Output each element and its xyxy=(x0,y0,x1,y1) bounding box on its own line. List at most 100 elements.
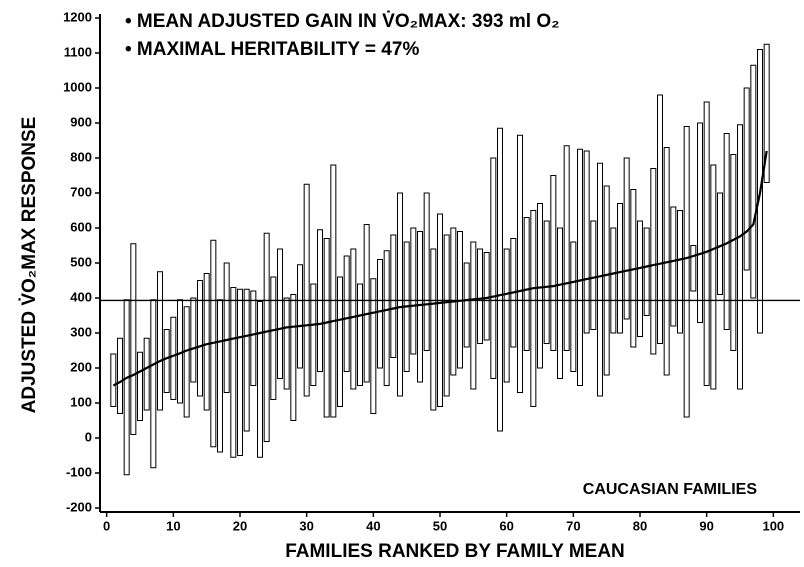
range-box xyxy=(470,241,477,390)
range-box xyxy=(277,248,283,379)
range-box xyxy=(463,262,470,348)
annotation: CAUCASIAN FAMILIES xyxy=(583,481,758,498)
range-box xyxy=(570,241,577,372)
range-box xyxy=(557,227,563,379)
range-box xyxy=(203,273,210,411)
range-box xyxy=(637,220,643,337)
range-box xyxy=(217,299,223,453)
range-box xyxy=(597,162,603,397)
range-box xyxy=(697,122,703,323)
range-box xyxy=(390,234,397,358)
range-box xyxy=(483,252,490,341)
range-box xyxy=(717,192,723,295)
range-box xyxy=(263,232,270,442)
x-tick-label: 30 xyxy=(299,518,313,533)
x-tick-label: 80 xyxy=(633,518,647,533)
range-box xyxy=(710,164,717,390)
range-box xyxy=(197,280,203,397)
range-box xyxy=(643,227,650,316)
range-box xyxy=(423,192,430,351)
range-box xyxy=(530,210,537,407)
x-tick-label: 0 xyxy=(103,518,110,533)
y-tick-label: 1100 xyxy=(64,44,92,59)
range-box xyxy=(357,283,363,386)
y-tick-label: 300 xyxy=(70,324,92,339)
x-tick-label: 40 xyxy=(366,518,380,533)
y-tick-label: -100 xyxy=(66,464,92,479)
y-tick-label: -200 xyxy=(66,499,92,514)
range-box xyxy=(677,210,683,334)
range-box xyxy=(163,329,170,393)
range-box xyxy=(190,297,197,383)
range-box xyxy=(270,276,277,400)
range-box xyxy=(670,206,677,327)
range-box xyxy=(303,183,310,397)
range-box xyxy=(117,337,123,414)
range-box xyxy=(410,227,417,355)
range-box xyxy=(737,124,743,390)
x-tick-label: 20 xyxy=(233,518,247,533)
range-box xyxy=(577,148,583,386)
range-box xyxy=(237,288,243,456)
range-box xyxy=(250,290,257,386)
range-box xyxy=(257,301,263,458)
range-box xyxy=(517,134,523,393)
y-tick-label: 200 xyxy=(70,359,92,374)
range-box xyxy=(523,217,530,351)
range-box xyxy=(290,294,297,421)
y-axis-label: ADJUSTED V̇O₂MAX RESPONSE xyxy=(18,117,40,414)
range-box xyxy=(730,154,737,351)
x-axis-label: FAMILIES RANKED BY FAMILY MEAN xyxy=(285,541,625,562)
range-box xyxy=(723,133,730,330)
range-box xyxy=(437,213,443,407)
range-box xyxy=(137,351,143,421)
range-box xyxy=(397,192,403,397)
range-box xyxy=(490,157,497,379)
x-tick-label: 100 xyxy=(762,518,784,533)
range-box xyxy=(283,297,290,390)
range-box xyxy=(563,145,570,351)
range-box xyxy=(743,87,750,271)
range-box xyxy=(223,262,230,393)
range-box xyxy=(377,259,383,369)
range-box xyxy=(363,224,370,383)
range-box xyxy=(590,220,597,330)
range-box xyxy=(550,175,557,351)
range-box xyxy=(297,264,303,369)
range-box xyxy=(477,248,483,344)
y-tick-label: 600 xyxy=(70,219,92,234)
range-box xyxy=(537,203,543,369)
x-tick-label: 50 xyxy=(433,518,447,533)
y-tick-label: 400 xyxy=(70,289,92,304)
x-tick-label: 60 xyxy=(499,518,513,533)
x-tick-label: 90 xyxy=(699,518,713,533)
range-box xyxy=(243,288,250,432)
y-tick-label: 700 xyxy=(70,184,92,199)
range-box xyxy=(157,271,163,411)
y-tick-label: 0 xyxy=(85,429,92,444)
range-box xyxy=(123,299,130,476)
range-box xyxy=(310,283,317,386)
range-box xyxy=(603,185,610,376)
range-box xyxy=(623,157,630,320)
range-box xyxy=(503,248,510,383)
range-box xyxy=(383,250,390,386)
range-box xyxy=(583,150,590,334)
annotation: • MAXIMAL HERITABILITY = 47% xyxy=(125,39,419,60)
x-tick-label: 10 xyxy=(166,518,180,533)
range-box xyxy=(230,287,237,458)
annotation: • MEAN ADJUSTED GAIN IN V̇O₂MAX: 393 ml … xyxy=(125,10,560,32)
range-box xyxy=(610,227,617,334)
y-tick-label: 100 xyxy=(70,394,92,409)
range-box xyxy=(350,248,357,390)
range-box xyxy=(150,299,157,469)
range-box xyxy=(343,255,350,372)
range-box xyxy=(330,164,337,418)
range-box xyxy=(650,168,657,355)
range-box xyxy=(183,306,190,418)
x-tick-label: 70 xyxy=(566,518,580,533)
range-box xyxy=(337,276,343,407)
range-box xyxy=(143,337,150,411)
y-tick-label: 1200 xyxy=(63,9,92,24)
